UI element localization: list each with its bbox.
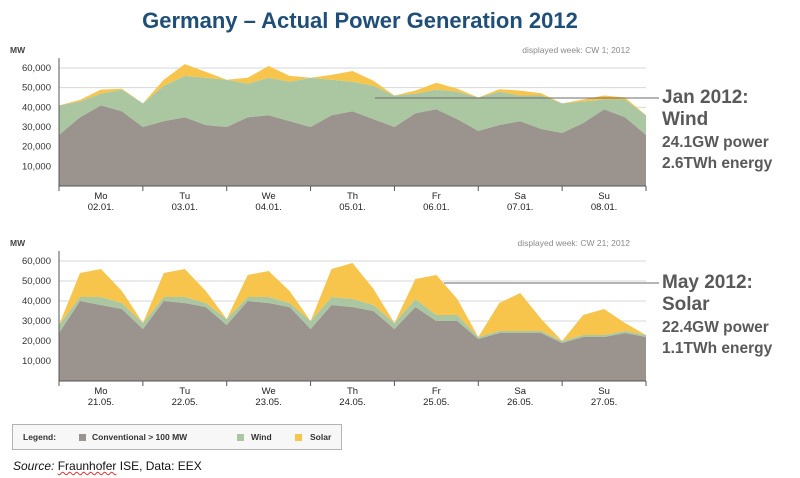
y-tick-label: 10,000 [22, 161, 51, 172]
y-tick-label: 10,000 [22, 356, 51, 367]
y-tick-label: 30,000 [22, 316, 51, 327]
x-tick-label-day: We [262, 191, 276, 202]
series-area-conventional [59, 105, 646, 186]
legend-swatch-wind [237, 434, 244, 441]
y-axis-label: MW [10, 45, 26, 55]
x-tick-label-day: Th [347, 386, 358, 397]
series-area-conventional [59, 301, 646, 381]
x-tick-label-date: 21.05. [88, 397, 114, 408]
legend-label: Legend: [23, 432, 57, 442]
legend-item-conventional: Conventional > 100 MW [92, 432, 188, 442]
x-tick-label-date: 08.01. [591, 202, 617, 213]
legend-swatch-conventional [79, 434, 86, 441]
x-tick-label-day: Sa [514, 191, 526, 202]
wind-annotation-power: 24.1GW power [662, 134, 769, 151]
y-tick-label: 40,000 [22, 296, 51, 307]
solar-annotation: May 2012: Solar 22.4GW power 1.1TWh ener… [662, 272, 800, 358]
legend: Legend: Conventional > 100 MW Wind Solar [12, 424, 342, 450]
x-tick-label-date: 06.01. [423, 202, 449, 213]
x-tick-label-day: Mo [94, 191, 107, 202]
x-tick-label-day: Su [598, 191, 610, 202]
y-tick-label: 40,000 [22, 102, 51, 113]
x-tick-label-date: 27.05. [591, 397, 617, 408]
source-org: Fraunhofer [57, 459, 117, 473]
x-tick-label-day: Fr [432, 191, 441, 202]
y-tick-label: 30,000 [22, 122, 51, 133]
legend-item-wind: Wind [251, 432, 272, 442]
x-tick-label-date: 23.05. [255, 397, 281, 408]
chart-subtitle: displayed week: CW 1; 2012 [522, 45, 630, 55]
wind-annotation-energy: 2.6TWh energy [662, 155, 773, 172]
series-area-solar [59, 263, 646, 341]
x-tick-label-date: 05.01. [339, 202, 365, 213]
source-note: Source: Fraunhofer ISE, Data: EEX [13, 459, 202, 473]
wind-annotation-title: Jan 2012: Wind [662, 87, 749, 130]
x-tick-label-day: Tu [179, 191, 190, 202]
wind-annotation: Jan 2012: Wind 24.1GW power 2.6TWh energ… [662, 87, 800, 173]
x-tick-label-day: Th [347, 191, 358, 202]
y-axis-label: MW [10, 238, 26, 248]
legend-swatch-solar [295, 434, 302, 441]
x-tick-label-date: 04.01. [255, 202, 281, 213]
page-title: Germany – Actual Power Generation 2012 [142, 8, 578, 33]
source-label: Source: [13, 459, 55, 473]
x-tick-label-date: 02.01. [88, 202, 114, 213]
series-area-solar [59, 64, 646, 116]
y-tick-label: 60,000 [22, 256, 51, 267]
x-tick-label-date: 26.05. [507, 397, 533, 408]
solar-annotation-power: 22.4GW power [662, 319, 769, 336]
solar-annotation-energy: 1.1TWh energy [662, 340, 773, 357]
y-tick-label: 50,000 [22, 276, 51, 287]
series-area-wind [59, 75, 646, 135]
y-tick-label: 50,000 [22, 83, 51, 94]
x-tick-label-day: Fr [432, 386, 441, 397]
x-tick-label-day: Sa [514, 386, 526, 397]
x-tick-label-date: 07.01. [507, 202, 533, 213]
x-tick-label-day: Su [598, 386, 610, 397]
y-tick-label: 20,000 [22, 142, 51, 153]
x-tick-label-day: Tu [179, 386, 190, 397]
x-tick-label-date: 25.05. [423, 397, 449, 408]
x-tick-label-date: 22.05. [172, 397, 198, 408]
legend-item-solar: Solar [310, 432, 332, 442]
series-area-wind [59, 297, 646, 343]
x-tick-label-date: 24.05. [339, 397, 365, 408]
chart-subtitle: displayed week: CW 21; 2012 [518, 238, 631, 248]
x-tick-label-day: Mo [94, 386, 107, 397]
y-tick-label: 20,000 [22, 336, 51, 347]
y-tick-label: 60,000 [22, 63, 51, 74]
solar-annotation-title: May 2012: Solar [662, 272, 753, 315]
x-tick-label-date: 03.01. [172, 202, 198, 213]
x-tick-label-day: We [262, 386, 276, 397]
source-rest: ISE, Data: EEX [116, 459, 202, 473]
